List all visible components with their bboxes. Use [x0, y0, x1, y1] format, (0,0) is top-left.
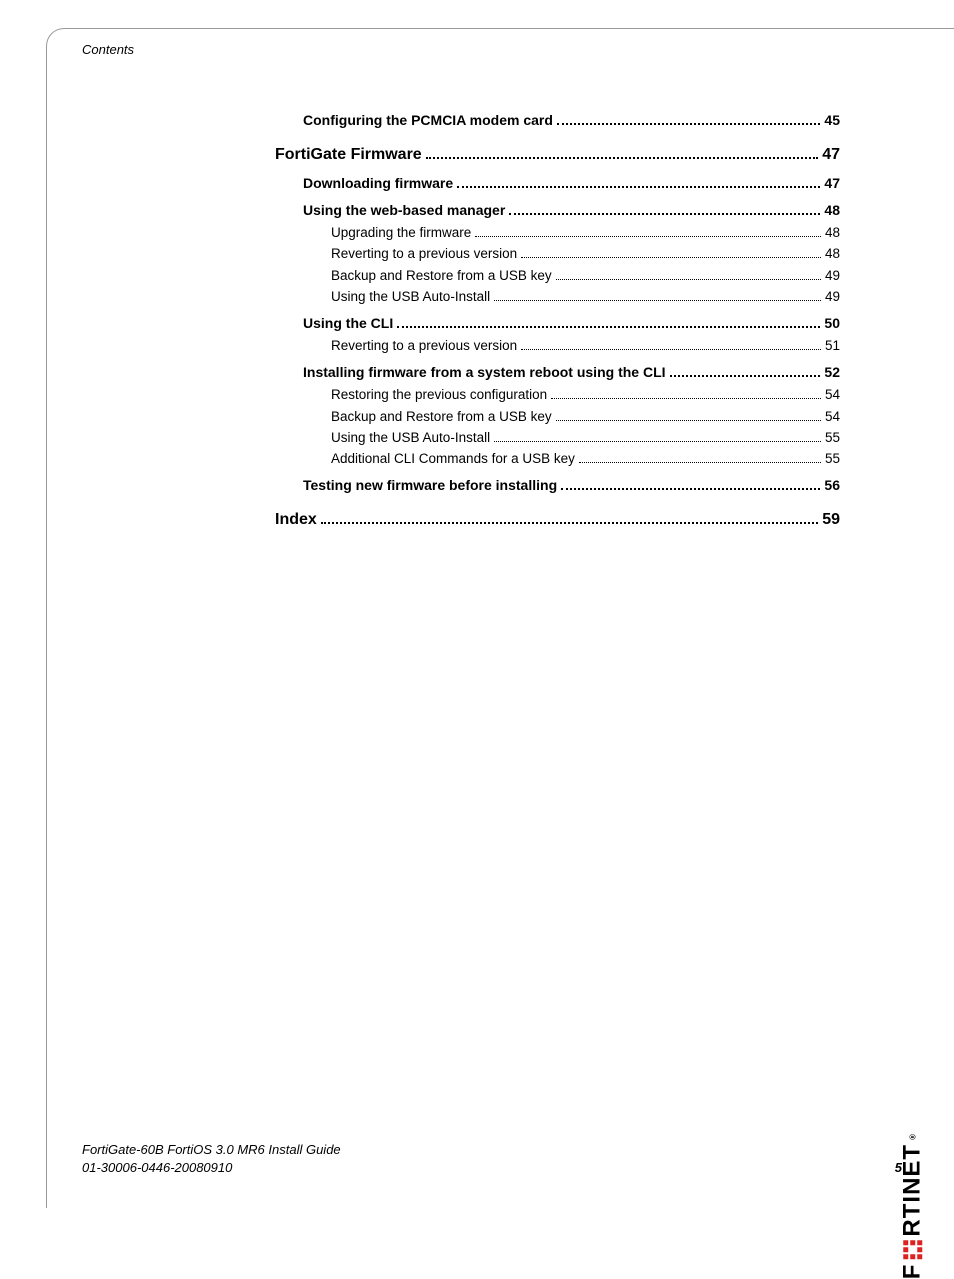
- toc-entry[interactable]: Using the USB Auto-Install 55: [275, 428, 840, 448]
- toc-entry[interactable]: Installing firmware from a system reboot…: [275, 362, 840, 383]
- toc-leader-dots: [509, 202, 820, 215]
- footer-docid: 01-30006-0446-20080910: [82, 1159, 902, 1177]
- brand-text: RTINET: [898, 1144, 926, 1237]
- toc-entry[interactable]: Reverting to a previous version 48: [275, 244, 840, 264]
- toc-entry-page: 51: [825, 336, 840, 356]
- toc-entry-page: 48: [825, 223, 840, 243]
- toc-leader-dots: [321, 510, 818, 524]
- toc-entry[interactable]: Configuring the PCMCIA modem card 45: [275, 110, 840, 131]
- toc-leader-dots: [521, 338, 821, 350]
- toc-entry-text: Testing new firmware before installing: [303, 475, 557, 496]
- toc-entry[interactable]: Testing new firmware before installing 56: [275, 475, 840, 496]
- toc-leader-dots: [457, 175, 820, 188]
- footer-title: FortiGate-60B FortiOS 3.0 MR6 Install Gu…: [82, 1141, 902, 1159]
- toc-entry[interactable]: FortiGate Firmware 47: [275, 143, 840, 167]
- toc-leader-dots: [579, 451, 821, 463]
- toc-entry-text: Reverting to a previous version: [331, 336, 517, 356]
- toc-entry-page: 55: [825, 449, 840, 469]
- toc-entry[interactable]: Upgrading the firmware 48: [275, 223, 840, 243]
- toc-leader-dots: [426, 145, 819, 159]
- fortinet-logo: F RTINET ®: [898, 1133, 926, 1279]
- toc-entry-page: 47: [822, 143, 840, 167]
- toc-leader-dots: [561, 478, 820, 491]
- toc-entry-page: 54: [825, 407, 840, 427]
- toc-leader-dots: [556, 408, 821, 420]
- toc-entry[interactable]: Index 59: [275, 508, 840, 532]
- toc-entry-page: 50: [824, 313, 840, 334]
- table-of-contents: Configuring the PCMCIA modem card 45 Forti…: [275, 104, 840, 534]
- toc-entry-text: Using the USB Auto-Install: [331, 428, 490, 448]
- toc-entry-text: Reverting to a previous version: [331, 244, 517, 264]
- toc-entry-page: 45: [824, 110, 840, 131]
- toc-leader-dots: [670, 365, 821, 378]
- toc-leader-dots: [556, 267, 821, 279]
- toc-entry-page: 47: [824, 173, 840, 194]
- toc-entry-text: Restoring the previous configuration: [331, 385, 547, 405]
- toc-entry-text: Configuring the PCMCIA modem card: [303, 110, 553, 131]
- toc-entry-text: FortiGate Firmware: [275, 143, 422, 167]
- header-contents-label: Contents: [82, 42, 134, 57]
- toc-entry-page: 48: [824, 200, 840, 221]
- toc-entry[interactable]: Using the CLI 50: [275, 313, 840, 334]
- toc-entry-text: Using the USB Auto-Install: [331, 287, 490, 307]
- toc-entry-text: Additional CLI Commands for a USB key: [331, 449, 575, 469]
- toc-entry-text: Downloading firmware: [303, 173, 453, 194]
- toc-entry-page: 56: [824, 475, 840, 496]
- toc-entry-text: Using the CLI: [303, 313, 393, 334]
- toc-leader-dots: [494, 430, 821, 442]
- brand-registered-icon: ®: [908, 1133, 917, 1140]
- toc-entry[interactable]: Reverting to a previous version 51: [275, 336, 840, 356]
- toc-entry-text: Installing firmware from a system reboot…: [303, 362, 666, 383]
- toc-entry[interactable]: Downloading firmware 47: [275, 173, 840, 194]
- toc-entry[interactable]: Restoring the previous configuration 54: [275, 385, 840, 405]
- toc-entry-text: Using the web-based manager: [303, 200, 505, 221]
- brand-grid-icon: [903, 1241, 922, 1260]
- toc-leader-dots: [551, 387, 821, 399]
- page-footer: FortiGate-60B FortiOS 3.0 MR6 Install Gu…: [82, 1141, 902, 1177]
- toc-entry-text: Backup and Restore from a USB key: [331, 407, 552, 427]
- toc-entry-page: 54: [825, 385, 840, 405]
- toc-entry-text: Index: [275, 508, 317, 532]
- toc-leader-dots: [494, 289, 821, 301]
- toc-entry[interactable]: Using the USB Auto-Install 49: [275, 287, 840, 307]
- toc-entry-page: 52: [824, 362, 840, 383]
- toc-entry-page: 49: [825, 287, 840, 307]
- toc-entry-page: 59: [822, 508, 840, 532]
- toc-entry[interactable]: Using the web-based manager 48: [275, 200, 840, 221]
- toc-entry[interactable]: Backup and Restore from a USB key 49: [275, 266, 840, 286]
- toc-leader-dots: [557, 112, 820, 125]
- brand-letter-f: F: [898, 1264, 926, 1279]
- toc-entry-text: Backup and Restore from a USB key: [331, 266, 552, 286]
- toc-entry-page: 49: [825, 266, 840, 286]
- toc-leader-dots: [521, 246, 821, 258]
- toc-entry-text: Upgrading the firmware: [331, 223, 471, 243]
- toc-leader-dots: [475, 225, 821, 237]
- toc-entry[interactable]: Additional CLI Commands for a USB key 55: [275, 449, 840, 469]
- toc-entry[interactable]: Backup and Restore from a USB key 54: [275, 407, 840, 427]
- toc-entry-page: 48: [825, 244, 840, 264]
- toc-leader-dots: [397, 315, 820, 328]
- toc-entry-page: 55: [825, 428, 840, 448]
